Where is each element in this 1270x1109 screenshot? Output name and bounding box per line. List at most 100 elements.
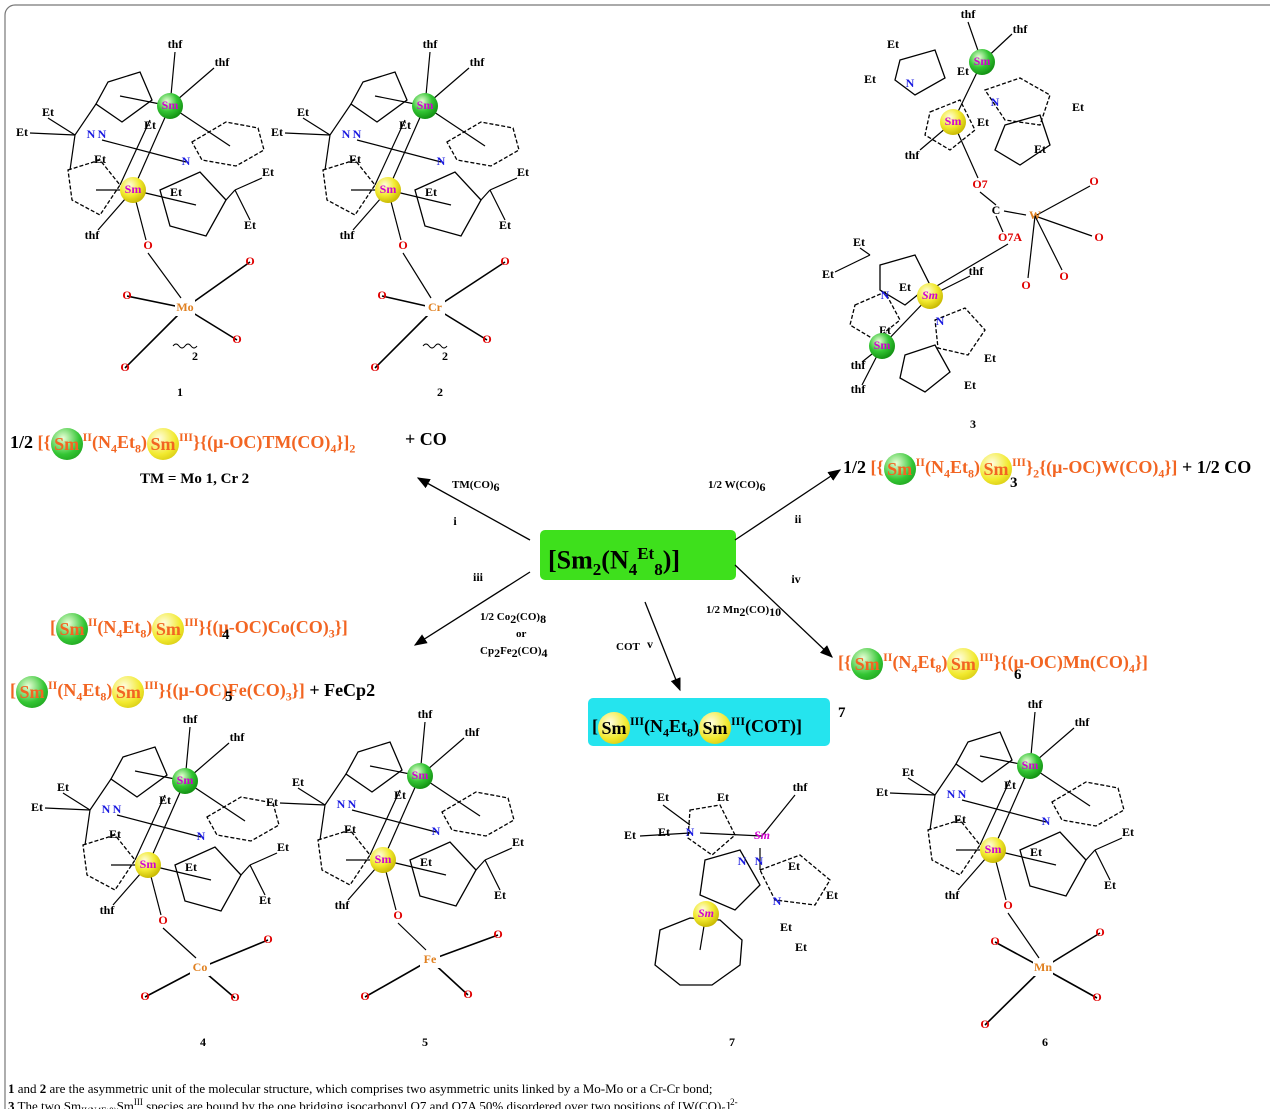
- arrow-label: v: [647, 637, 653, 651]
- atom-label: N: [182, 154, 191, 168]
- atom-label: thf: [851, 382, 867, 396]
- atom-label: Et: [1034, 142, 1046, 156]
- ring: [323, 160, 375, 215]
- formula-part: III: [630, 714, 644, 728]
- atom-label: Et: [31, 800, 43, 814]
- atom-label: N: [686, 825, 695, 839]
- atom-label: N: [98, 127, 107, 141]
- atom-label: Sm: [1022, 758, 1039, 772]
- formula-part: 2-: [730, 1097, 738, 1107]
- bond: [325, 135, 330, 170]
- formula-part: [Sm: [548, 546, 593, 575]
- atom-label: N: [991, 95, 1000, 109]
- ring: [700, 850, 760, 910]
- formula-part: 1/2 Mn: [706, 604, 739, 616]
- bond: [250, 853, 277, 865]
- scheme: thf thf thf Et Et Et Et Et Et Et Sm Sm N N N O Mo O O O O 2 1 t…: [0, 0, 1270, 1109]
- atom-label: O: [232, 332, 241, 346]
- arrow-label: i: [453, 514, 457, 528]
- formula-part: 8: [540, 612, 546, 626]
- atom-label: Et: [297, 105, 309, 119]
- atom-label: Et: [16, 125, 28, 139]
- bond: [125, 308, 185, 368]
- atom-label: Mo: [176, 300, 193, 314]
- compound-number: 7: [729, 1035, 735, 1049]
- formula-part: 5: [225, 689, 233, 705]
- bond: [30, 133, 75, 135]
- formula-part: 7: [838, 705, 846, 721]
- atom-label: Sm: [754, 828, 770, 842]
- formula-part: Et: [82, 680, 100, 700]
- formula-part: )]: [663, 546, 680, 575]
- atom-label: O: [370, 360, 379, 374]
- atom-label: Sm: [945, 114, 962, 128]
- formula-part: 3: [1010, 475, 1018, 491]
- bond: [485, 860, 500, 890]
- bond: [148, 253, 181, 298]
- product-formula: 1/2 [{SmII(N4Et8)SmIII}2{(μ-OC)W(CO)4}] …: [843, 445, 1251, 491]
- formula-part: III: [184, 615, 198, 629]
- formula-part: 6: [759, 480, 765, 494]
- formula-part: + FeCp: [305, 680, 366, 700]
- atom-label: O: [398, 238, 407, 252]
- atom-label: thf: [418, 707, 434, 721]
- atom-label: thf: [423, 37, 439, 51]
- atom-label: Et: [57, 780, 69, 794]
- formula-part: [{: [871, 457, 884, 477]
- atom-label: O: [158, 913, 167, 927]
- product-extra: + CO: [405, 422, 447, 456]
- atom-label: Sm: [874, 338, 891, 352]
- atom-label: Sm: [375, 852, 392, 866]
- atom-label: Et: [1030, 845, 1042, 859]
- formula-part: 6: [494, 480, 500, 494]
- ring: [68, 160, 120, 215]
- compound-number: 1: [177, 385, 183, 399]
- bond: [352, 810, 436, 832]
- atom-label: Et: [624, 828, 636, 842]
- formula-part: III: [1012, 455, 1026, 469]
- compound-number: 4: [200, 1035, 206, 1049]
- formula-part: The two Sm: [15, 1098, 82, 1109]
- atom-label: O7A: [998, 230, 1022, 244]
- compound-number: 2: [437, 385, 443, 399]
- compound-number: 5: [422, 1035, 428, 1049]
- atom-label: thf: [945, 888, 961, 902]
- bond: [45, 808, 90, 810]
- formula-part: 10: [769, 605, 781, 619]
- formula-part: (N: [892, 652, 911, 672]
- formula-part: 1/2: [10, 432, 38, 452]
- atom-label: Sm: [985, 842, 1002, 856]
- atom-label: O: [463, 987, 472, 1001]
- bond: [85, 810, 90, 845]
- atom-label: thf: [230, 730, 246, 744]
- atom-label: thf: [100, 903, 116, 917]
- formula-part: Fe: [500, 645, 512, 657]
- bond: [890, 793, 935, 795]
- bond: [163, 928, 196, 958]
- bond: [430, 935, 498, 960]
- bond: [700, 833, 762, 836]
- atom-label: O: [1089, 174, 1098, 188]
- reagent: COT: [616, 640, 640, 654]
- bond: [250, 865, 265, 895]
- product-number: 7: [838, 704, 846, 722]
- ring: [83, 835, 135, 890]
- sm-sphere-label: Sm: [598, 712, 630, 744]
- formula-part: (N: [644, 716, 663, 736]
- ring: [655, 918, 742, 985]
- atom-label: O: [1092, 990, 1101, 1004]
- atom-label: Et: [292, 775, 304, 789]
- formula-part: }]: [1135, 652, 1148, 672]
- reagent: Cp2Fe2(CO)4: [480, 644, 548, 660]
- formula-part: or: [516, 628, 526, 640]
- formula-part: [{: [38, 432, 51, 452]
- atom-label: Et: [499, 218, 511, 232]
- atom-label: Sm: [412, 768, 429, 782]
- atom-label: N: [1042, 814, 1051, 828]
- bond: [320, 805, 325, 840]
- atom-label: Et: [899, 280, 911, 294]
- bond-count: 2: [192, 349, 198, 363]
- atom-label: O: [377, 288, 386, 302]
